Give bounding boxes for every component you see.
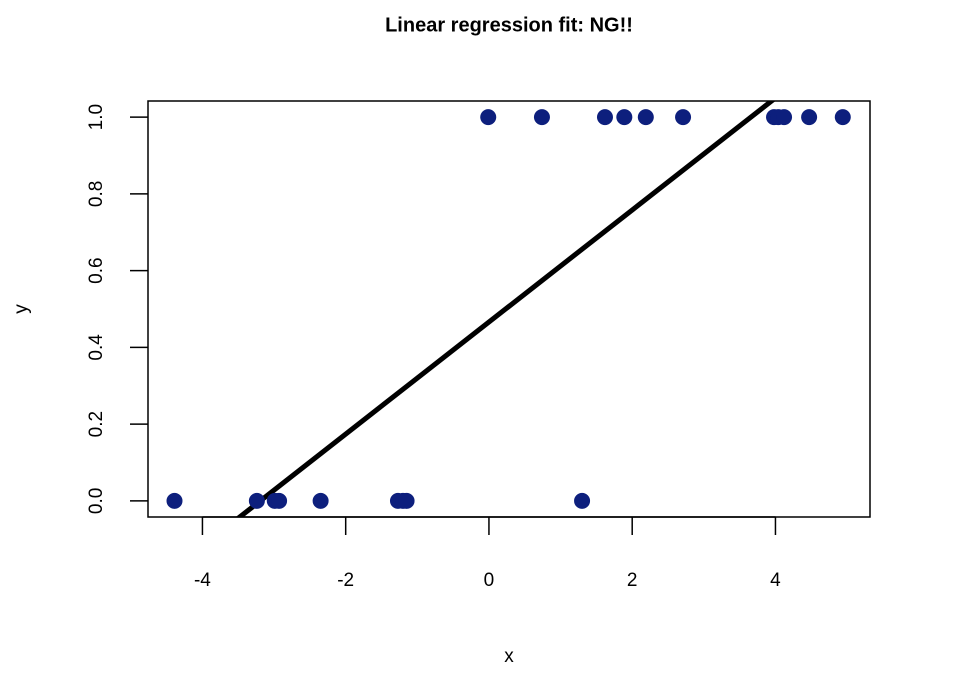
point (616, 109, 633, 126)
y-tick-label: 0.2 (86, 411, 107, 437)
point (834, 109, 851, 126)
y-tick-label: 0.0 (86, 488, 107, 514)
point (480, 109, 497, 126)
x-tick-label: 2 (627, 570, 638, 591)
point (271, 492, 288, 509)
point (596, 109, 613, 126)
x-tick-label: 0 (484, 570, 495, 591)
y-tick-label: 0.8 (86, 181, 107, 207)
x-axis-label: x (504, 646, 514, 667)
point (574, 492, 591, 509)
regression-line (235, 101, 776, 517)
point (166, 492, 183, 509)
point (776, 109, 793, 126)
point (675, 109, 692, 126)
y-tick-label: 0.6 (86, 257, 107, 283)
chart-title: Linear regression fit: NG!! (385, 14, 633, 36)
point (801, 109, 818, 126)
y-axis-label: y (11, 304, 32, 314)
y-tick-label: 1.0 (86, 104, 107, 130)
x-tick-label: -4 (194, 570, 211, 591)
x-tick-label: 4 (770, 570, 781, 591)
y-tick-label: 0.4 (86, 334, 107, 361)
point (248, 492, 265, 509)
point (398, 492, 415, 509)
point (312, 492, 329, 509)
point (533, 109, 550, 126)
x-tick-label: -2 (337, 570, 354, 591)
point (637, 109, 654, 126)
